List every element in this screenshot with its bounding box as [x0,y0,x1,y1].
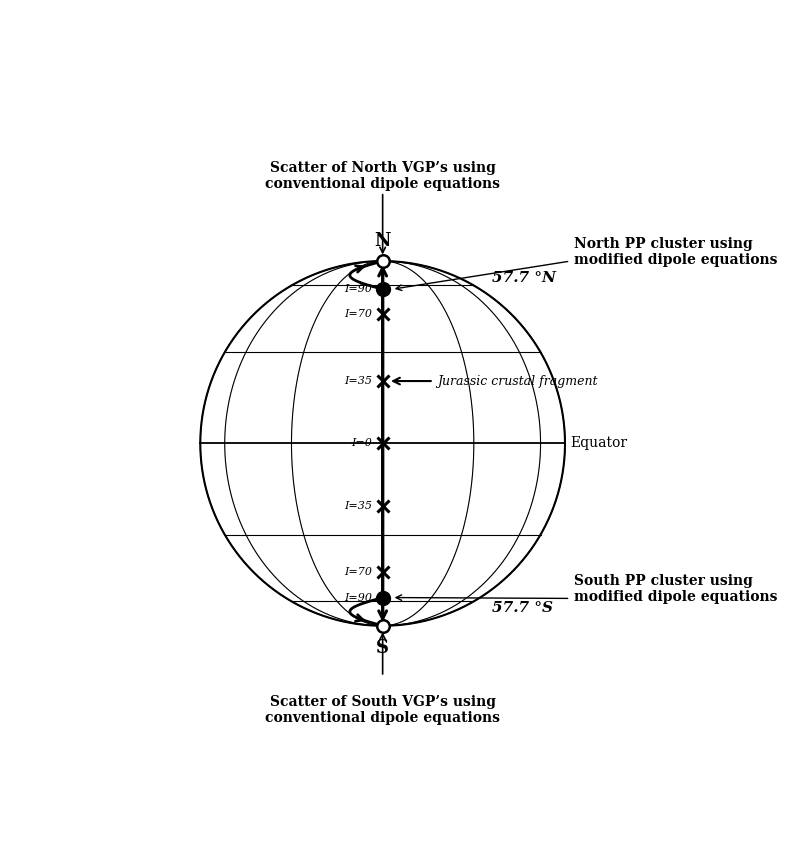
Text: I=35: I=35 [344,376,372,386]
Text: I=70: I=70 [344,310,372,319]
Text: North PP cluster using
modified dipole equations: North PP cluster using modified dipole e… [574,237,778,267]
Text: I=70: I=70 [344,568,372,577]
Text: S: S [376,638,389,656]
Text: 57.7 °N: 57.7 °N [492,272,556,286]
Text: N: N [374,232,391,250]
Text: Scatter of North VGP’s using
conventional dipole equations: Scatter of North VGP’s using conventiona… [265,161,500,191]
Text: I=0: I=0 [351,439,372,448]
Text: 57.7 °S: 57.7 °S [492,601,553,616]
Text: I=90: I=90 [344,593,372,603]
Text: Scatter of South VGP’s using
conventional dipole equations: Scatter of South VGP’s using conventiona… [265,695,500,725]
Text: I=35: I=35 [344,501,372,511]
Text: South PP cluster using
modified dipole equations: South PP cluster using modified dipole e… [574,574,778,605]
Text: Jurassic crustal fragment: Jurassic crustal fragment [438,375,598,388]
Text: I=90: I=90 [344,285,372,294]
Text: Equator: Equator [570,436,627,451]
